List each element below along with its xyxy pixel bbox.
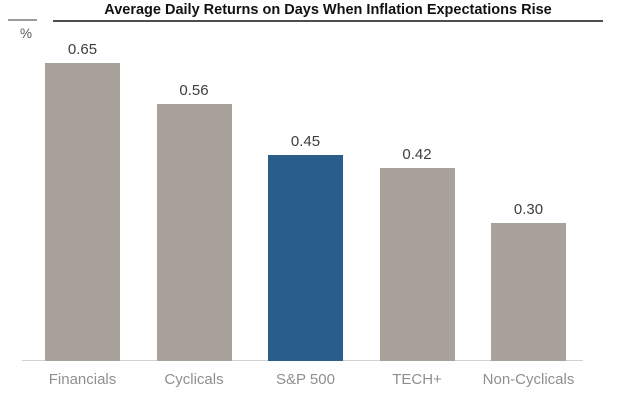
title-underline bbox=[53, 20, 603, 22]
bar-group-financials: 0.65 Financials bbox=[45, 41, 120, 388]
bar-s-p-500 bbox=[268, 155, 343, 361]
category-label-cyclicals: Cyclicals bbox=[164, 371, 224, 388]
y-axis-unit-label: % bbox=[20, 26, 33, 41]
category-label-tech: TECH+ bbox=[392, 371, 442, 388]
bar-tech bbox=[379, 168, 455, 361]
category-label-s-p-500: S&P 500 bbox=[276, 371, 335, 388]
bar-group-tech: 0.42 TECH+ bbox=[379, 146, 455, 388]
left-header-rule bbox=[8, 19, 37, 21]
category-label-financials: Financials bbox=[48, 371, 117, 388]
value-label-tech: 0.42 bbox=[402, 146, 432, 163]
value-label-cyclicals: 0.56 bbox=[179, 82, 209, 99]
category-label-non-cyclicals: Non-Cyclicals bbox=[482, 371, 575, 388]
bar-cyclicals bbox=[156, 104, 232, 361]
chart-title: Average Daily Returns on Days When Infla… bbox=[104, 2, 552, 18]
value-label-s-p-500: 0.45 bbox=[290, 133, 321, 150]
value-label-financials: 0.65 bbox=[67, 41, 98, 58]
bar-group-s-p-500: 0.45 S&P 500 bbox=[268, 133, 343, 388]
bar-non-cyclicals bbox=[491, 223, 566, 361]
bar-group-non-cyclicals: 0.30 Non-Cyclicals bbox=[483, 201, 575, 388]
bar-group-cyclicals: 0.56 Cyclicals bbox=[156, 82, 232, 388]
bar-financials bbox=[45, 63, 120, 361]
value-label-non-cyclicals: 0.30 bbox=[513, 201, 544, 218]
